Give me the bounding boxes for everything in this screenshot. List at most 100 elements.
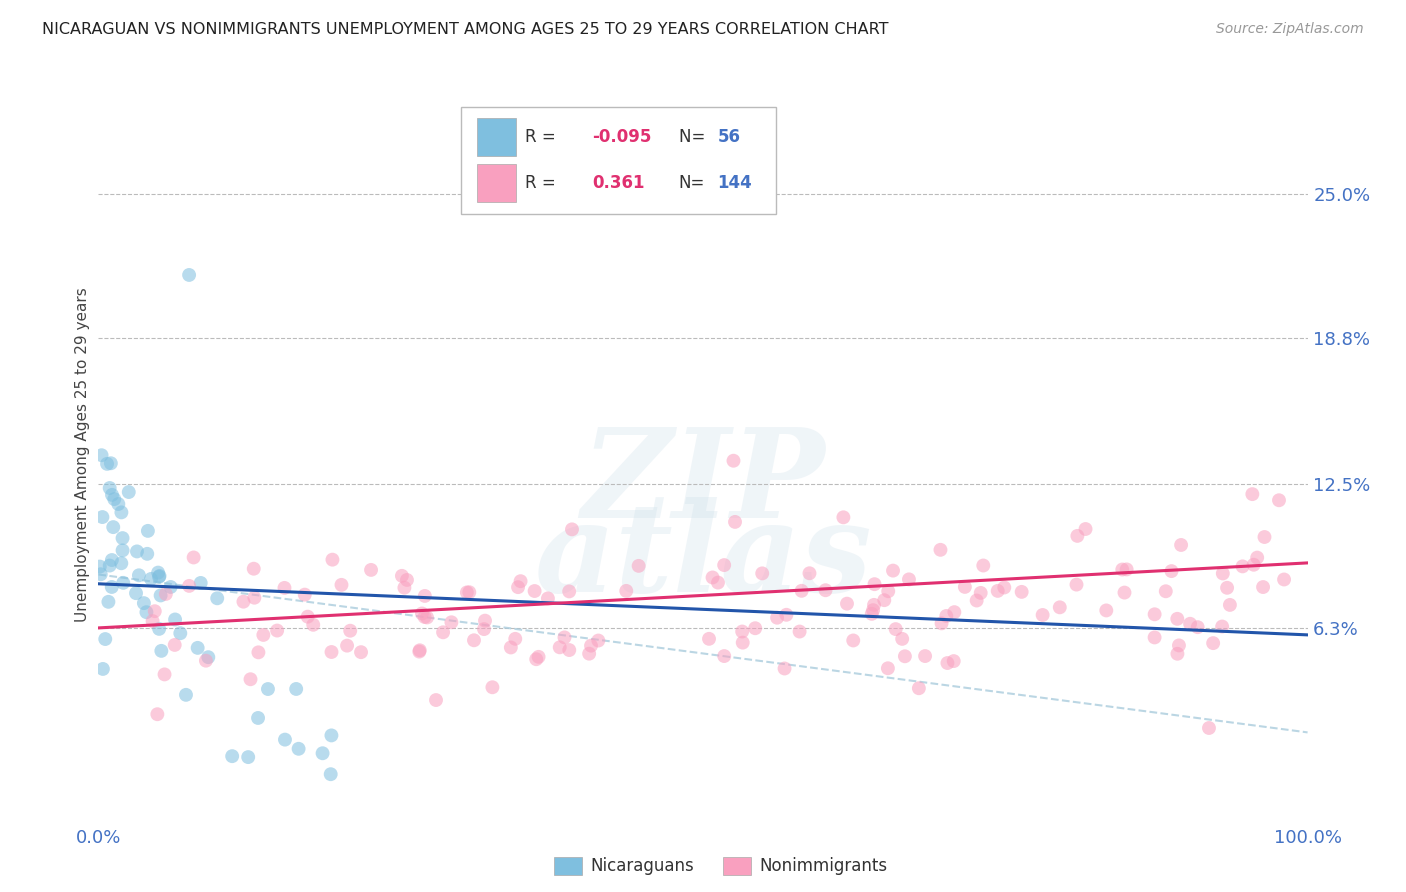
Point <box>773 661 796 675</box>
Point <box>458 585 481 599</box>
Point <box>197 650 219 665</box>
Point <box>194 654 217 668</box>
Point <box>1154 584 1177 599</box>
Point <box>247 711 270 725</box>
Point <box>183 550 205 565</box>
Point <box>1166 647 1188 661</box>
Point <box>440 615 463 630</box>
Point <box>814 583 837 598</box>
Point <box>970 586 993 600</box>
Point <box>723 454 745 468</box>
Point <box>481 680 503 694</box>
Point <box>135 605 157 619</box>
Point <box>174 688 197 702</box>
Point <box>179 579 201 593</box>
Point <box>148 622 170 636</box>
Point <box>142 614 165 628</box>
Point <box>897 573 920 587</box>
Point <box>558 643 581 657</box>
Point <box>966 593 988 607</box>
Point <box>139 572 162 586</box>
Point <box>394 581 416 595</box>
Point <box>558 584 581 599</box>
Point <box>456 585 478 599</box>
Point <box>336 639 359 653</box>
Point <box>187 640 209 655</box>
Point <box>190 576 212 591</box>
Point <box>413 610 436 624</box>
Point <box>330 578 353 592</box>
Point <box>561 522 583 536</box>
Point <box>1246 550 1268 565</box>
Point <box>929 542 952 557</box>
Point <box>266 624 288 638</box>
Point <box>548 640 571 655</box>
Point <box>409 643 432 657</box>
Point <box>118 485 141 500</box>
Point <box>238 750 260 764</box>
Text: N=: N= <box>679 174 706 192</box>
Point <box>731 635 754 649</box>
Point <box>832 510 855 524</box>
Point <box>860 607 883 621</box>
Point <box>993 581 1015 595</box>
Point <box>432 625 454 640</box>
Point <box>360 563 382 577</box>
Point <box>527 649 550 664</box>
Point <box>1114 585 1136 599</box>
Point <box>205 591 228 606</box>
Point <box>943 605 966 619</box>
Text: Source: ZipAtlas.com: Source: ZipAtlas.com <box>1216 22 1364 37</box>
Point <box>179 268 201 282</box>
Point <box>707 575 730 590</box>
Point <box>287 741 309 756</box>
Point <box>842 633 865 648</box>
Point <box>1074 522 1097 536</box>
FancyBboxPatch shape <box>461 108 776 213</box>
Point <box>1032 607 1054 622</box>
Point <box>90 448 112 462</box>
Point <box>588 633 610 648</box>
Point <box>125 544 148 558</box>
Point <box>506 580 529 594</box>
Point <box>766 610 789 624</box>
Point <box>311 746 333 760</box>
Point <box>1111 562 1133 576</box>
Point <box>1211 619 1233 633</box>
Point <box>242 562 264 576</box>
Point <box>425 693 447 707</box>
Text: Nicaraguans: Nicaraguans <box>591 857 695 875</box>
Point <box>252 628 274 642</box>
Point <box>110 505 132 519</box>
Point <box>1243 558 1265 572</box>
Point <box>136 524 159 538</box>
Point <box>94 632 117 646</box>
Point <box>302 617 325 632</box>
Point <box>285 681 308 696</box>
Point <box>935 609 957 624</box>
Point <box>614 583 637 598</box>
Point <box>1268 493 1291 508</box>
Point <box>474 614 496 628</box>
Point <box>150 644 173 658</box>
Point <box>149 589 172 603</box>
Point <box>408 644 430 658</box>
Point <box>143 604 166 618</box>
Point <box>790 583 813 598</box>
Point <box>1115 562 1137 576</box>
Point <box>1143 607 1166 622</box>
Point <box>1251 580 1274 594</box>
Point <box>247 645 270 659</box>
Point <box>128 568 150 582</box>
Text: N=: N= <box>679 128 710 145</box>
Text: 0.361: 0.361 <box>592 174 644 192</box>
Point <box>416 610 439 624</box>
Point <box>1178 616 1201 631</box>
Point <box>873 593 896 607</box>
Point <box>1202 636 1225 650</box>
Point <box>96 457 118 471</box>
Point <box>835 597 858 611</box>
Point <box>942 654 965 668</box>
Point <box>1212 566 1234 581</box>
Point <box>97 595 120 609</box>
